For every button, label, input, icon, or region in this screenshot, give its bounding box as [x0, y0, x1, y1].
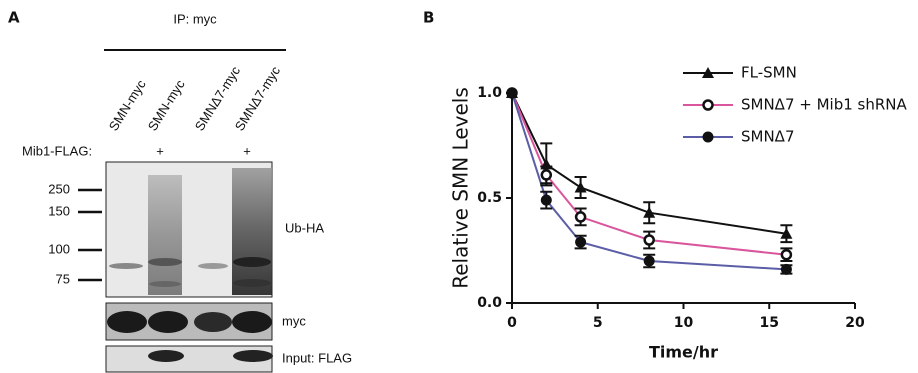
marker	[781, 264, 792, 275]
x-tick-label: 5	[593, 315, 603, 331]
legend-marker	[703, 132, 714, 143]
blot-ub	[106, 162, 272, 297]
legend-label: SMNΔ7 + Mib1 shRNA	[741, 96, 908, 114]
y-axis-title: Relative SMN Levels	[449, 87, 473, 289]
page: A IP: myc SMN-mycSMN-mycSMNΔ7-mycSMNΔ7-m…	[0, 0, 918, 373]
blot-label: myc	[282, 313, 306, 328]
marker	[575, 237, 586, 248]
blot-label: Ub-HA	[285, 220, 324, 235]
panel-label: B	[423, 9, 434, 27]
x-tick-label: 10	[674, 315, 694, 331]
lane-label: SMN-myc	[106, 77, 149, 134]
figure: A IP: myc SMN-mycSMN-mycSMNΔ7-mycSMNΔ7-m…	[0, 0, 918, 373]
y-tick-label: 1.0	[477, 85, 502, 101]
legend-label: FL-SMN	[741, 64, 797, 82]
lane-label: SMN-myc	[145, 77, 188, 134]
marker	[576, 212, 585, 221]
mib1-label: Mib1-FLAG:	[22, 143, 92, 158]
y-tick-label: 0.0	[477, 295, 502, 311]
x-tick-label: 20	[845, 315, 865, 331]
marker	[542, 170, 551, 179]
marker	[541, 195, 552, 206]
blot-flag	[106, 346, 273, 372]
marker-label: 150	[48, 203, 70, 218]
x-tick-label: 15	[760, 315, 779, 331]
x-tick-label: 0	[507, 315, 517, 331]
marker	[644, 256, 655, 267]
marker	[782, 250, 791, 259]
legend-marker	[704, 101, 713, 110]
marker	[645, 236, 654, 245]
marker-label: 250	[48, 181, 70, 196]
blot-myc	[106, 303, 272, 340]
panel-label: A	[8, 9, 20, 27]
marker-label: 100	[48, 241, 70, 256]
x-axis-title: Time/hr	[649, 343, 718, 362]
ip-label: IP: myc	[173, 11, 217, 26]
chart: 0.0 0.5 1.0 0 5 10 15 20 Time/hr Relative SMN Lev…	[449, 64, 908, 362]
marker	[575, 182, 587, 193]
marker	[507, 88, 518, 99]
y-tick-label: 0.5	[477, 190, 502, 206]
blot-label: Input: FLAG	[282, 350, 352, 365]
marker-label: 75	[56, 271, 70, 286]
series-line	[512, 93, 786, 255]
plus-sign: +	[156, 143, 164, 158]
size-markers: 250 150 100 75	[48, 181, 102, 286]
legend-label: SMNΔ7	[741, 128, 795, 146]
plus-sign: +	[243, 143, 251, 158]
